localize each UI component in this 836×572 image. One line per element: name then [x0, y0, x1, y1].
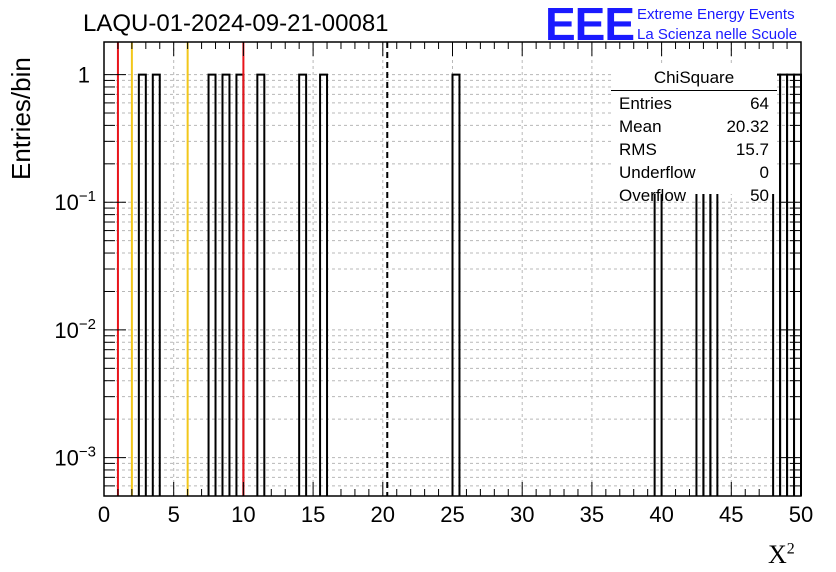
stats-row-overflow: Overflow 50: [619, 186, 769, 208]
stats-key: Overflow: [619, 186, 687, 205]
x-tick-label: 0: [98, 502, 110, 527]
stats-separator: [611, 90, 777, 91]
stats-key: Entries: [619, 94, 672, 113]
histogram-bin: [319, 73, 329, 496]
x-tick-label: 15: [301, 502, 325, 527]
x-tick-label: 25: [440, 502, 464, 527]
histogram-bin: [779, 73, 789, 496]
stats-value: 20.32: [726, 117, 769, 136]
histogram-bin: [151, 73, 161, 496]
y-tick-label: 10−2: [54, 316, 96, 343]
stats-title: ChiSquare: [653, 68, 735, 87]
histogram-bin: [137, 73, 147, 496]
logo-mark: EEE: [545, 0, 635, 50]
histogram-bin: [221, 73, 231, 496]
x-axis-label-sup: 2: [786, 540, 795, 558]
histogram-bin: [256, 73, 266, 496]
stats-value: 0: [759, 163, 769, 182]
stats-row-entries: Entries 64: [619, 94, 769, 116]
x-axis-label-text: X: [768, 540, 787, 569]
x-tick-label: 10: [231, 502, 255, 527]
histogram-bin: [298, 73, 308, 496]
stats-value: 64: [750, 94, 769, 113]
logo-line-1: Extreme Energy Events: [637, 6, 795, 23]
y-tick-label-exponent: −3: [79, 444, 96, 461]
stats-row-rms: RMS 15.7: [619, 140, 769, 162]
x-tick-label: 30: [510, 502, 534, 527]
x-tick-label: 5: [168, 502, 180, 527]
x-tick-label: 45: [719, 502, 743, 527]
stats-value: 15.7: [735, 140, 769, 159]
histogram-bin: [793, 73, 802, 496]
y-tick-label-exponent: −2: [79, 316, 96, 333]
stats-key: Underflow: [619, 163, 696, 182]
stats-row-underflow: Underflow 0: [619, 163, 769, 185]
logo-line-2: La Scienza nelle Scuole: [637, 26, 798, 43]
eee-logo: EEE Extreme Energy Events La Scienza nel…: [545, 0, 835, 50]
stats-box: ChiSquare Entries 64 Mean 20.32 RMS 15.7…: [611, 66, 777, 205]
y-tick-label: 10−3: [54, 444, 96, 471]
histogram-bin: [786, 73, 796, 496]
x-tick-label: 40: [649, 502, 673, 527]
stats-key: RMS: [619, 140, 657, 159]
y-axis-label: Entries/bin: [6, 57, 36, 180]
histogram-bin: [235, 73, 245, 496]
x-tick-label: 50: [789, 502, 813, 527]
histogram-bin: [207, 73, 217, 496]
stats-key: Mean: [619, 117, 662, 136]
stats-value: 50: [750, 186, 769, 205]
y-tick-label: 1: [78, 63, 90, 88]
stats-row-mean: Mean 20.32: [619, 117, 769, 139]
y-tick-label: 10−1: [54, 188, 96, 215]
chart-title: LAQU-01-2024-09-21-00081: [83, 10, 389, 37]
x-tick-label: 35: [580, 502, 604, 527]
y-tick-label-exponent: −1: [79, 188, 96, 205]
x-axis-label: X2: [768, 540, 795, 570]
histogram-bin: [451, 73, 461, 496]
x-tick-label: 20: [371, 502, 395, 527]
